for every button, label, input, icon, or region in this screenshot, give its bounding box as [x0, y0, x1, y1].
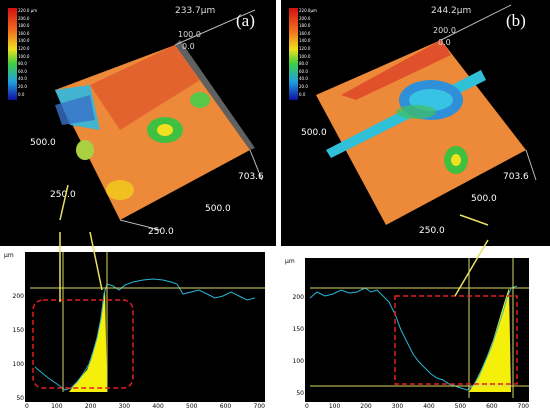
colorbar-tick: 200.0: [18, 15, 30, 21]
surface-3d-b: [289, 4, 537, 225]
y-tick: 150: [292, 326, 304, 333]
profile-line-left: [34, 278, 256, 391]
colorbar-tick: 220.0 μm: [18, 8, 38, 13]
axis-right-a: 703.6: [238, 172, 264, 182]
axis-bottom-a: 250.0: [148, 227, 174, 237]
colorbar-a: [8, 8, 17, 100]
axis-left-a: 500.0: [30, 138, 56, 148]
x-tick: 200: [360, 403, 372, 410]
profile-right: [305, 258, 529, 402]
colorbar-tick: 160.0: [18, 30, 30, 36]
fill-left: [69, 288, 107, 392]
colorbar-tick: 140.0: [299, 38, 311, 44]
axis-bottom-mid-b: 500.0: [471, 194, 497, 204]
x-tick: 100: [51, 403, 63, 410]
colorbar-tick: 140.0: [18, 38, 30, 44]
colorbar-tick: 120.0: [299, 45, 311, 51]
profile-left: [25, 252, 265, 402]
y-ticks-right: 200 150 100 50: [282, 282, 304, 410]
x-tick: 0: [305, 403, 309, 410]
colorbar-tick: 100.0: [299, 53, 311, 59]
profile-right-plot: [309, 258, 529, 398]
x-ticks-right: 0 100 200 300 400 500 600 700: [305, 403, 529, 410]
colorbar-tick: 20.0: [299, 83, 308, 89]
colorbar-tick: 0.0: [18, 91, 25, 97]
colorbar-ticks-a: 220.0 μm 200.0 180.0 160.0 140.0 120.0 1…: [18, 7, 37, 98]
y-tick: 150: [12, 327, 24, 334]
y-tick: 50: [16, 395, 24, 402]
x-tick: 400: [152, 403, 164, 410]
x-tick: 300: [118, 403, 131, 410]
y-tick: 50: [296, 390, 304, 397]
panel-tag-a: (a): [236, 11, 255, 30]
colorbar-tick: 160.0: [299, 30, 311, 36]
x-tick: 100: [328, 403, 341, 410]
colorbar-tick: 80.0: [18, 61, 27, 67]
panel-tag-b: (b): [506, 11, 526, 30]
colorbar-tick: 40.0: [299, 76, 308, 82]
colorbar-tick: 120.0: [18, 45, 30, 51]
x-tick: 300: [391, 403, 404, 410]
colorbar-tick: 200.0: [299, 15, 311, 21]
axis-bottom-mid-a: 500.0: [205, 204, 231, 214]
x-ticks-left: 0 100 200 300 400 500 600 700: [25, 403, 265, 410]
annotation-left: corrsion pits: [17, 219, 82, 234]
axis-mid-b: 0.0: [438, 38, 451, 47]
colorbar-tick: 20.0: [18, 83, 27, 89]
x-tick: 500: [454, 403, 467, 410]
colorbar-tick: 40.0: [18, 76, 27, 82]
pit-box-left: [32, 299, 134, 389]
y-tick: 100: [12, 361, 24, 368]
y-unit-right: μm: [285, 258, 295, 265]
x-tick: 200: [84, 403, 97, 410]
colorbar-tick: 100.0: [18, 53, 30, 59]
y-ticks-left: 200 150 100 50: [2, 280, 24, 416]
colorbar-ticks-b: 220.0μm 200.0 180.0 160.0 140.0 120.0 10…: [299, 7, 317, 98]
y-unit-left: μm: [4, 252, 14, 259]
x-tick: 700: [253, 403, 265, 410]
axis-left-lower-a: 250.0: [50, 190, 76, 200]
colorbar-tick: 80.0: [299, 61, 308, 67]
profile-line-right: [309, 285, 518, 391]
y-tick: 100: [292, 358, 304, 365]
annotation-right: corrsion pits: [457, 225, 522, 240]
surface-panel-a: 220.0 μm 200.0 180.0 160.0 140.0 120.0 1…: [0, 0, 276, 246]
colorbar-tick: 0.0: [299, 91, 306, 97]
pit-box-right: [394, 295, 518, 385]
colorbar-tick: 180.0: [299, 23, 311, 29]
x-tick: 600: [219, 403, 232, 410]
height-readout-a: 233.7μm: [175, 6, 216, 16]
axis-top-a: 100.0: [178, 30, 201, 39]
colorbar-tick: 60.0: [299, 68, 308, 74]
profile-left-plot: [30, 252, 265, 392]
x-tick: 0: [25, 403, 29, 410]
surface-3d-a: [8, 8, 263, 231]
y-tick: 200: [12, 293, 24, 300]
height-readout-b: 244.2μm: [431, 6, 472, 16]
x-tick: 500: [186, 403, 198, 410]
x-tick: 400: [423, 403, 435, 410]
colorbar-b: [289, 8, 298, 100]
colorbar-tick: 180.0: [18, 23, 30, 29]
y-tick: 200: [292, 294, 304, 301]
axis-bottom-b: 250.0: [419, 226, 445, 236]
colorbar-tick: 220.0μm: [299, 8, 317, 13]
axis-top-b: 200.0: [433, 26, 456, 35]
axis-mid-a: 0.0: [182, 42, 195, 51]
surface-panel-b: 220.0μm 200.0 180.0 160.0 140.0 120.0 10…: [281, 0, 550, 246]
axis-left-b: 500.0: [301, 128, 327, 138]
fill-right: [469, 288, 511, 392]
axis-right-b: 703.6: [503, 172, 529, 182]
x-tick: 700: [517, 403, 529, 410]
colorbar-tick: 60.0: [18, 68, 27, 74]
x-tick: 600: [486, 403, 498, 410]
